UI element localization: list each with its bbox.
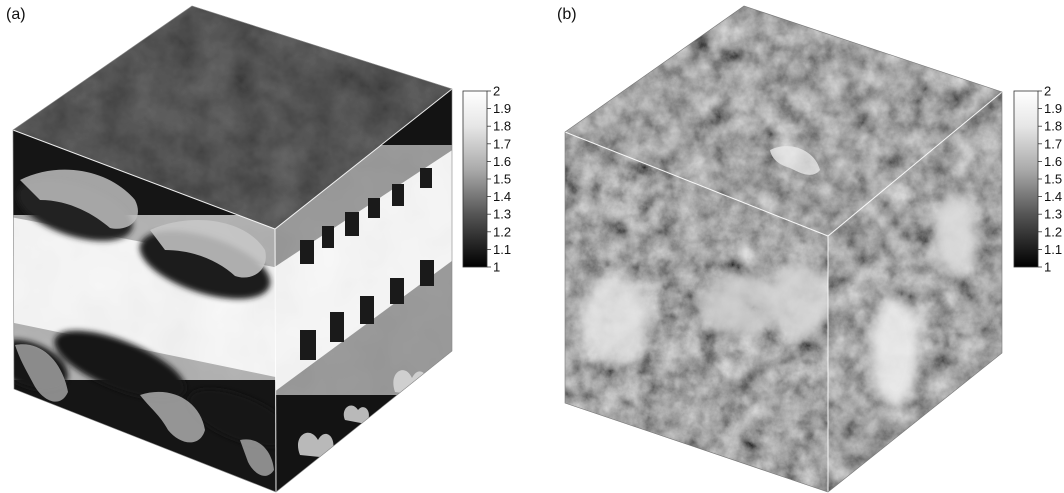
panel-a-label: (a) — [6, 6, 26, 23]
colorbar-tick-label: 1.7 — [1044, 136, 1062, 151]
colorbar-tick-label: 1.2 — [493, 224, 511, 239]
colorbar-tick-label: 1.3 — [493, 207, 511, 222]
colorbar-tick-label: 2 — [493, 84, 500, 99]
cube-a — [12, 5, 453, 493]
colorbar-tick-label: 2 — [1044, 84, 1051, 99]
cube-b — [564, 5, 1003, 493]
colorbar-tick-label: 1.6 — [1044, 154, 1062, 169]
colorbar-tick-label: 1.7 — [493, 136, 511, 151]
colorbar-tick-label: 1 — [493, 260, 500, 275]
colorbar-tick-label: 1.5 — [1044, 172, 1062, 187]
colorbar-tick-label: 1 — [1044, 260, 1051, 275]
colorbar-tick-label: 1.1 — [1044, 242, 1062, 257]
colorbar-tick-label: 1.3 — [1044, 207, 1062, 222]
colorbar-tick-label: 1.4 — [1044, 189, 1062, 204]
colorbar-tick-label: 1.4 — [493, 189, 511, 204]
panel-b-label: (b) — [557, 6, 577, 23]
colorbar-tick-label: 1.8 — [493, 119, 511, 134]
colorbar-tick-label: 1.9 — [493, 101, 511, 116]
colorbar-tick-label: 1.1 — [493, 242, 511, 257]
colorbar-tick-label: 1.6 — [493, 154, 511, 169]
colorbar-a: 2 1.9 1.8 1.7 1.6 1.5 1.4 1.3 1.2 1.1 1 — [462, 84, 511, 275]
colorbar-tick-label: 1.2 — [1044, 224, 1062, 239]
colorbar-tick-label: 1.8 — [1044, 119, 1062, 134]
colorbar-b: 2 1.9 1.8 1.7 1.6 1.5 1.4 1.3 1.2 1.1 1 — [1013, 84, 1062, 275]
colorbar-tick-label: 1.5 — [493, 172, 511, 187]
colorbar-tick-label: 1.9 — [1044, 101, 1062, 116]
